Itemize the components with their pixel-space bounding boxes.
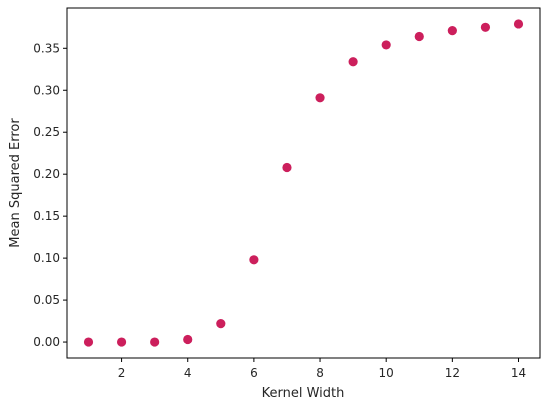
data-point (216, 318, 226, 329)
data-point (315, 93, 325, 103)
y-tick-label: 0.20 (33, 167, 60, 181)
data-points (83, 19, 524, 347)
y-axis: 0.00 0.05 0.10 0.15 0.20 0.25 0.30 0.35 (33, 41, 67, 349)
data-point (183, 334, 193, 345)
plot-border (66, 7, 541, 359)
x-axis-label: Kernel Width (262, 386, 345, 401)
x-tick-label: 2 (118, 366, 126, 380)
data-point (414, 31, 424, 42)
data-point (83, 337, 94, 347)
data-point (447, 26, 457, 36)
data-point (381, 40, 391, 50)
data-point (348, 57, 358, 67)
data-point (116, 337, 127, 347)
y-tick-label: 0.10 (33, 251, 60, 265)
y-tick-label: 0.25 (33, 125, 60, 139)
plot-area (66, 7, 541, 359)
x-tick-label: 14 (511, 366, 526, 380)
data-point (249, 255, 259, 265)
y-tick-label: 0.35 (33, 41, 60, 55)
y-tick-label: 0.05 (33, 293, 60, 307)
y-tick-label: 0.15 (33, 209, 60, 223)
x-tick-label: 6 (250, 366, 258, 380)
data-point (282, 162, 292, 173)
x-tick-label: 4 (184, 366, 192, 380)
y-tick-label: 0.00 (33, 335, 60, 349)
x-tick-label: 8 (316, 366, 324, 380)
x-tick-label: 12 (445, 366, 460, 380)
data-point (480, 22, 491, 32)
y-axis-label: Mean Squared Error (8, 118, 23, 248)
data-point (150, 337, 160, 347)
x-axis: 2 4 6 8 10 12 14 (118, 358, 526, 380)
data-point (513, 19, 524, 29)
x-tick-label: 10 (379, 366, 394, 380)
y-tick-label: 0.30 (33, 83, 60, 97)
